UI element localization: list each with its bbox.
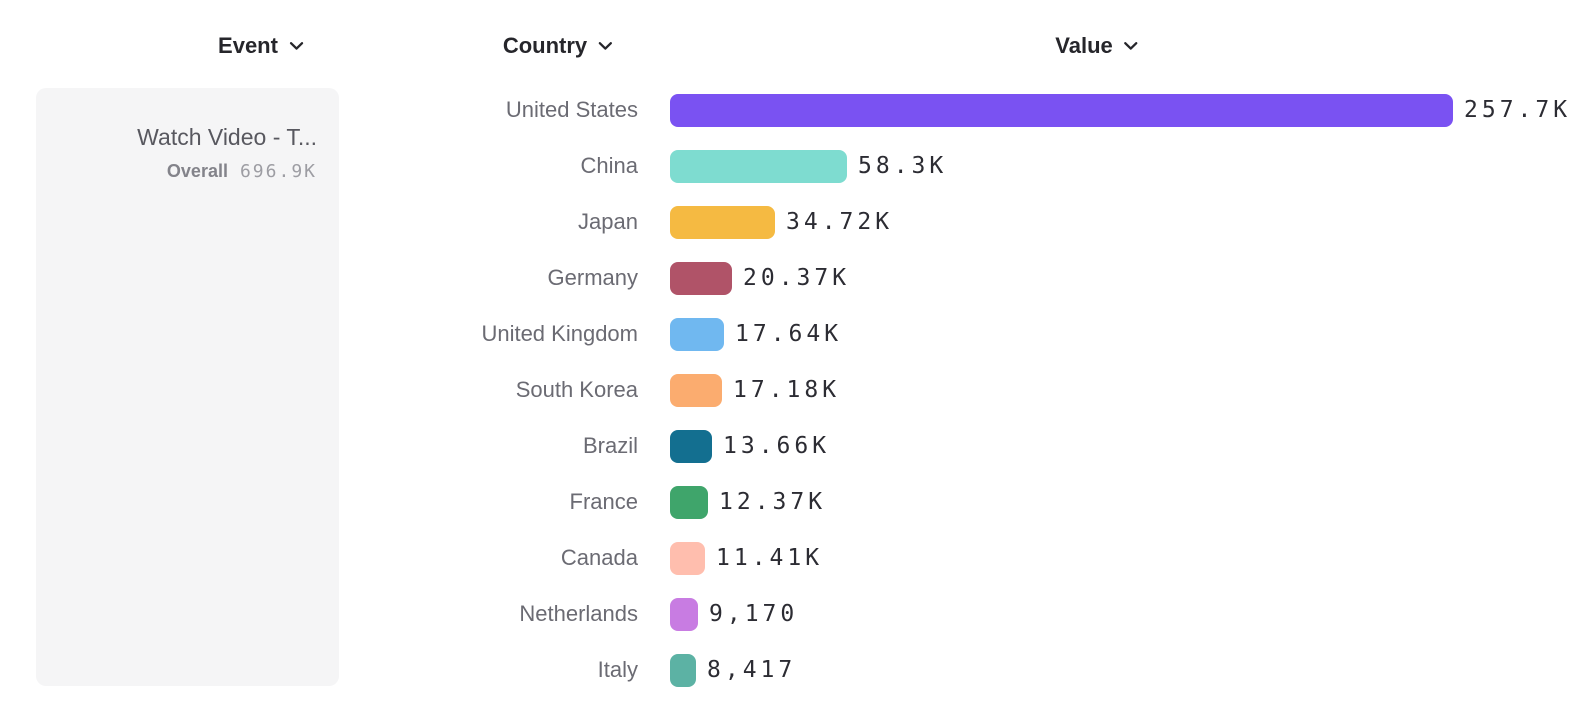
bar-row: Japan 34.72K [0,194,1584,250]
value-bar[interactable] [670,205,775,239]
country-label: Canada [560,545,638,570]
country-label: Italy [597,657,638,682]
bar-row: South Korea 17.18K [0,362,1584,418]
country-label: South Korea [515,377,638,402]
bar-row: Canada 11.41K [0,530,1584,586]
chevron-down-icon [598,41,613,51]
country-label: France [569,489,638,514]
bar-row: France 12.37K [0,474,1584,530]
value-label: 58.3K [858,153,948,179]
event-metric-value: 696.9K [239,160,317,182]
value-bar[interactable] [670,261,732,295]
bar-row: Italy 8,417 [0,642,1584,698]
event-title: Watch Video - T... [137,124,317,150]
country-label: China [580,153,638,178]
event-metric-label: Overall [166,160,228,181]
country-label: United Kingdom [481,321,638,346]
value-label: 17.18K [733,377,841,403]
value-bar[interactable] [670,653,696,687]
event-metric: Overall 696.9K [52,161,317,182]
value-label: 8,417 [707,657,797,683]
bar-row: Germany 20.37K [0,250,1584,306]
value-bar[interactable] [670,373,722,407]
value-bar[interactable] [670,485,708,519]
value-label: 11.41K [716,545,824,571]
value-label: 9,170 [709,601,799,627]
column-header-event-label: Event [218,33,278,58]
bar-row: United Kingdom 17.64K [0,306,1584,362]
value-bar[interactable] [670,93,1453,127]
value-label: 13.66K [723,433,831,459]
value-bar[interactable] [670,429,712,463]
column-header-country-label: Country [502,33,588,58]
country-label: Japan [578,209,638,234]
value-bar[interactable] [670,149,847,183]
column-header-country[interactable]: Country [503,33,613,59]
country-label: Brazil [582,433,638,458]
country-label: Netherlands [519,601,638,626]
value-bar[interactable] [670,541,705,575]
value-bar[interactable] [670,317,724,351]
value-bar[interactable] [670,597,698,631]
value-label: 12.37K [719,489,827,515]
bar-row: China 58.3K [0,138,1584,194]
chevron-down-icon [289,41,304,51]
bar-row: United States 257.7K [0,82,1584,138]
column-header-event[interactable]: Event [218,33,304,59]
bar-rows: United States 257.7K China 58.3K Japan 3… [0,82,1584,698]
column-header-value-label: Value [1055,33,1113,58]
country-label: Germany [547,265,638,290]
value-label: 17.64K [735,321,843,347]
bar-row: Netherlands 9,170 [0,586,1584,642]
value-label: 34.72K [786,209,894,235]
column-header-value[interactable]: Value [1055,33,1138,59]
event-panel-card[interactable]: Watch Video - T... Overall 696.9K [36,88,339,686]
value-label: 20.37K [743,265,851,291]
value-label: 257.7K [1464,97,1572,123]
chevron-down-icon [1124,41,1139,51]
bar-row: Brazil 13.66K [0,418,1584,474]
country-label: United States [505,97,638,122]
